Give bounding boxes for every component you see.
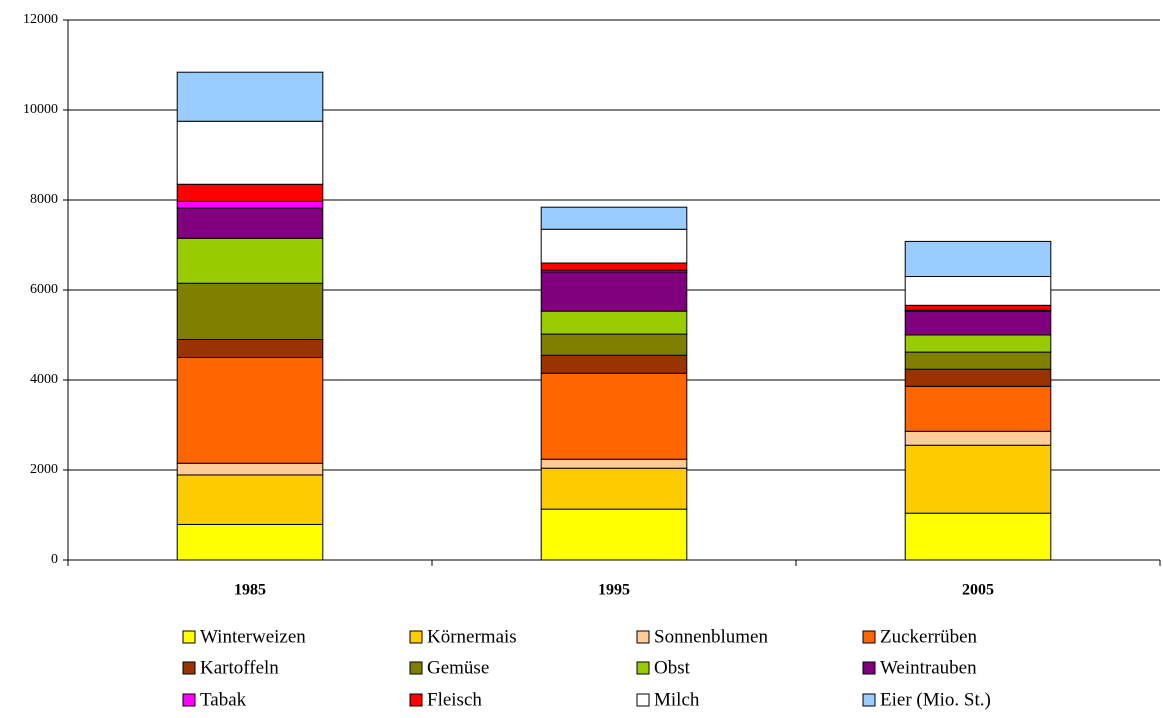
bar-segment	[540, 228, 688, 264]
y-tick-label: 4000	[30, 372, 58, 387]
bar-segment	[176, 282, 324, 340]
legend-label: Milch	[654, 689, 700, 710]
legend-label: Weintrauben	[880, 657, 977, 678]
legend-swatch	[862, 693, 876, 707]
y-tick-label: 2000	[30, 462, 58, 477]
x-tick-label: 2005	[962, 582, 994, 599]
legend-label: Gemüse	[427, 657, 489, 678]
legend-label: Kartoffeln	[200, 657, 279, 678]
y-tick-label: 0	[51, 552, 58, 567]
bar-segment	[540, 333, 688, 356]
legend-label: Eier (Mio. St.)	[880, 689, 991, 710]
bar-segment	[904, 444, 1052, 514]
bar-segment	[540, 262, 688, 271]
bar-segment	[176, 71, 324, 122]
bar-segment	[904, 512, 1052, 561]
y-tick-label: 10000	[23, 102, 58, 117]
x-tick-label: 1985	[234, 582, 266, 599]
bar-segment	[904, 304, 1052, 311]
bar-segment	[904, 334, 1052, 353]
bar-segment	[540, 310, 688, 335]
legend-label: Tabak	[200, 689, 247, 710]
legend-swatch	[409, 661, 423, 675]
bar-segment	[540, 206, 688, 230]
bar-segment	[904, 310, 1052, 336]
bar-segment	[176, 200, 324, 209]
legend-label: Zuckerrüben	[880, 626, 978, 647]
legend-label: Sonnenblumen	[654, 626, 768, 647]
legend-label: Obst	[654, 657, 691, 678]
bar-segment	[176, 237, 324, 284]
bar-segment	[176, 120, 324, 185]
bar-segment	[176, 207, 324, 239]
bar-segment	[904, 240, 1052, 277]
legend-swatch	[182, 661, 196, 675]
bar-segment	[540, 271, 688, 312]
y-tick-label: 6000	[30, 282, 58, 297]
legend-swatch	[862, 661, 876, 675]
legend-swatch	[409, 630, 423, 644]
legend-swatch	[636, 630, 650, 644]
bar-segment	[540, 467, 688, 510]
bar-segment	[540, 372, 688, 460]
legend-label: Körnermais	[427, 626, 517, 647]
bar-segment	[176, 339, 324, 358]
bar-segment	[176, 523, 324, 561]
bar-segment	[540, 458, 688, 469]
legend-swatch	[182, 693, 196, 707]
legend-swatch	[636, 693, 650, 707]
legend-label: Fleisch	[427, 689, 482, 710]
legend-swatch	[862, 630, 876, 644]
legend-swatch	[409, 693, 423, 707]
bar-segment	[904, 351, 1052, 370]
legend-swatch	[182, 630, 196, 644]
legend-swatch	[636, 661, 650, 675]
bar-segment	[540, 508, 688, 561]
y-tick-label: 8000	[30, 192, 58, 207]
legend-label: Winterweizen	[200, 626, 306, 647]
y-tick-label: 12000	[23, 12, 58, 27]
bar-segment	[176, 357, 324, 464]
bar-segment	[176, 474, 324, 525]
bar-segment	[540, 354, 688, 374]
bar-segment	[904, 430, 1052, 446]
x-tick-label: 1995	[598, 582, 630, 599]
bar-segment	[176, 183, 324, 202]
bar-segment	[904, 368, 1052, 387]
bar-segment	[904, 276, 1052, 306]
bar-segment	[904, 385, 1052, 432]
bar-segment	[176, 462, 324, 476]
